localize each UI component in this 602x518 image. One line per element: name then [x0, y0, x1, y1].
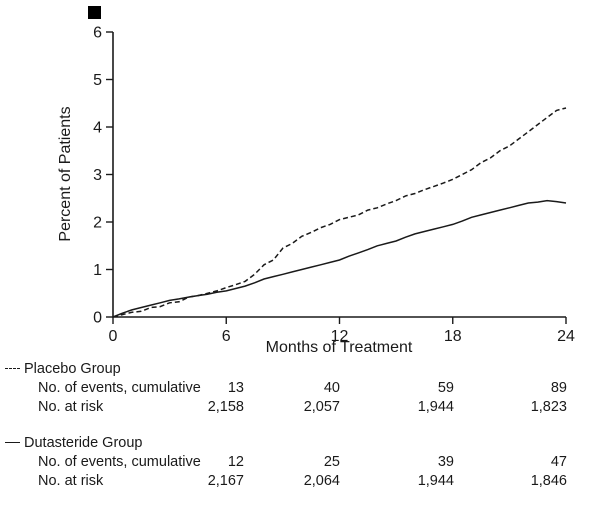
cell-value: 2,158	[207, 399, 244, 415]
placebo-line-marker	[5, 368, 20, 369]
cell-value: 2,167	[207, 473, 244, 489]
cell-value: 1,944	[417, 473, 454, 489]
dutasteride-group-curve	[112, 199, 567, 318]
axis-lines	[112, 32, 566, 318]
group-label-placebo: Placebo Group	[24, 361, 121, 377]
x-tick-label: 0	[109, 328, 118, 345]
table-row: No. at risk 2,158 2,057 1,944 1,823	[0, 398, 602, 417]
x-tick-label: 6	[222, 328, 231, 345]
cell-value: 1,846	[530, 473, 567, 489]
table-row: No. of events, cumulative 13 40 59 89	[0, 379, 602, 398]
legend-item-placebo: Placebo Group	[0, 360, 602, 379]
cell-value: 59	[437, 380, 454, 396]
group-label-dutasteride: Dutasteride Group	[24, 435, 143, 451]
cell-value: 1,823	[530, 399, 567, 415]
x-tick-label: 24	[557, 328, 575, 345]
y-tick-label: 0	[93, 310, 102, 327]
y-tick-label: 2	[93, 215, 102, 232]
legend-item-dutasteride: Dutasteride Group	[0, 434, 602, 453]
table-row: No. at risk 2,167 2,064 1,944 1,846	[0, 472, 602, 491]
series-group	[112, 107, 567, 318]
y-tick-label: 4	[93, 120, 102, 137]
y-tick-label: 3	[93, 167, 102, 184]
cell-value: 2,057	[303, 399, 340, 415]
corner-marker	[88, 6, 101, 19]
x-tick-label: 18	[444, 328, 462, 345]
y-axis-title: Percent of Patients	[57, 106, 74, 241]
row-label: No. at risk	[38, 399, 104, 415]
y-tick-label: 1	[93, 262, 102, 279]
cell-value: 40	[323, 380, 340, 396]
row-label: No. at risk	[38, 473, 104, 489]
cell-value: 39	[437, 454, 454, 470]
y-tick-label: 5	[93, 72, 102, 89]
risk-table: Placebo Group No. of events, cumulative …	[0, 360, 602, 491]
x-axis-title: Months of Treatment	[266, 339, 413, 356]
cell-value: 2,064	[303, 473, 340, 489]
placebo-group-curve	[112, 107, 567, 318]
cell-value: 12	[227, 454, 244, 470]
row-label: No. of events, cumulative	[38, 454, 201, 470]
cell-value: 1,944	[417, 399, 454, 415]
cell-value: 25	[323, 454, 340, 470]
y-tick-label: 6	[93, 25, 102, 42]
dutasteride-line-marker	[5, 442, 20, 443]
cell-value: 13	[227, 380, 244, 396]
cell-value: 89	[550, 380, 567, 396]
table-row: No. of events, cumulative 12 25 39 47	[0, 453, 602, 472]
cell-value: 47	[550, 454, 567, 470]
x-tick-label: 12	[331, 328, 349, 345]
row-label: No. of events, cumulative	[38, 380, 201, 396]
